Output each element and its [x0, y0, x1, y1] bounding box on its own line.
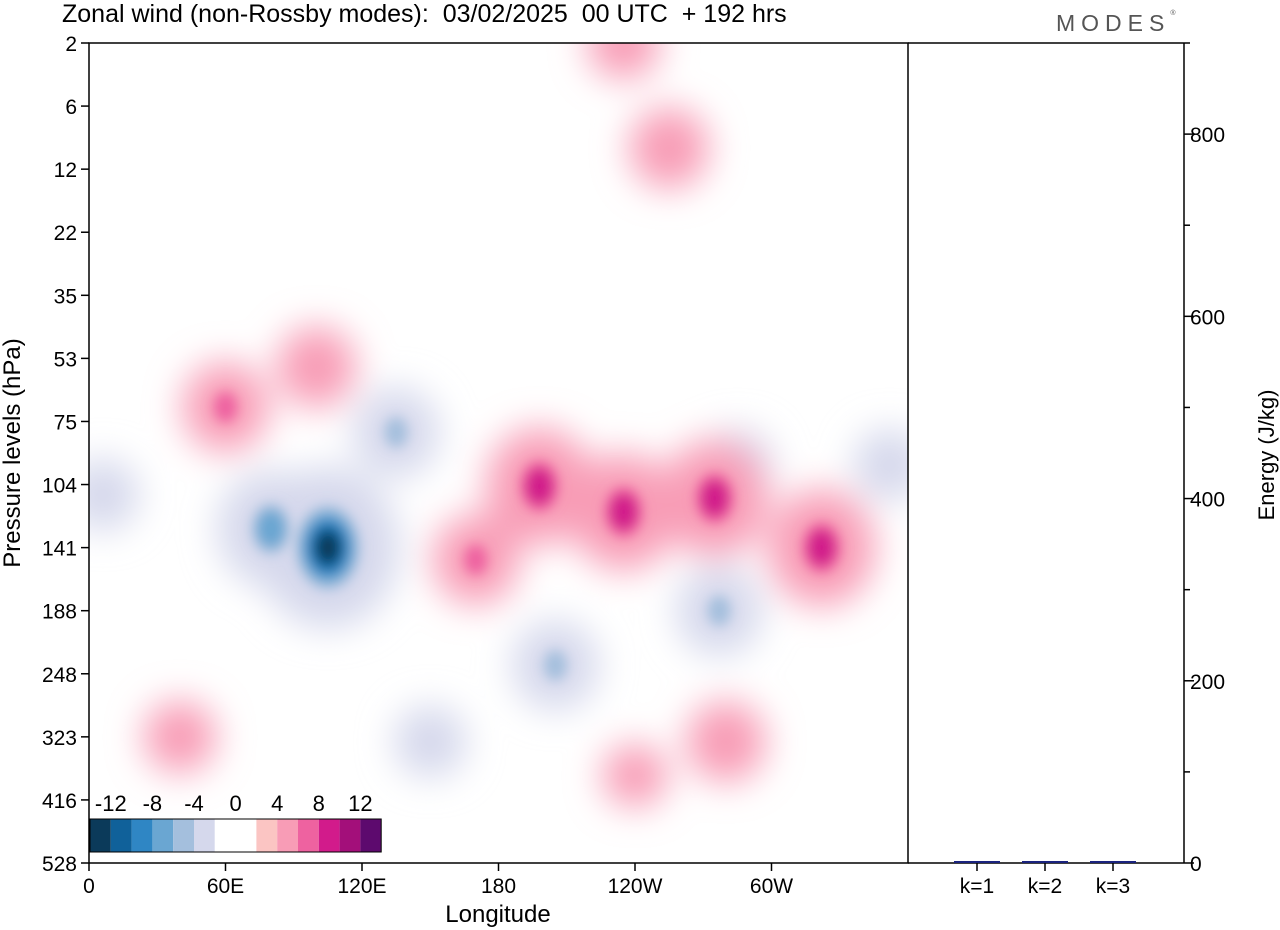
colorbar-swatch	[194, 819, 215, 852]
colorbar-frame	[89, 818, 382, 853]
colorbar-label: -12	[95, 791, 127, 816]
colorbar-swatch	[235, 819, 257, 852]
y-tick-label: 528	[42, 853, 77, 876]
energy-bar	[954, 861, 1000, 863]
energy-tick-label: 0	[1190, 853, 1202, 876]
contour-blob-outer	[853, 428, 908, 501]
y-axis-label: Pressure levels (hPa)	[0, 338, 26, 567]
colorbar-swatch	[152, 819, 174, 852]
bar-category-label: k=1	[960, 875, 994, 898]
energy-bar	[1090, 861, 1136, 863]
colorbar-swatch	[110, 819, 132, 852]
x-tick-label: 60E	[207, 875, 244, 898]
colorbar-swatch	[360, 819, 382, 852]
colorbar-swatch	[318, 819, 340, 852]
y-tick-label: 141	[42, 538, 77, 561]
colorbar-label: -4	[184, 791, 204, 816]
colorbar-swatch	[298, 819, 319, 852]
contour-blob-outer	[277, 326, 356, 408]
contour-blob-outer	[602, 744, 668, 808]
contour-blob	[214, 392, 237, 422]
contour-blob-outer	[394, 705, 467, 778]
y-tick-label: 323	[42, 727, 77, 750]
contour-blob	[609, 493, 638, 531]
bar-category-label: k=3	[1096, 875, 1130, 898]
colorbar-label: 0	[229, 791, 241, 816]
longitude-axis: 0 60E 120E 180 120W 60W	[83, 863, 793, 898]
x-tick-label: 60W	[750, 875, 793, 898]
colorbar-swatch	[277, 819, 298, 852]
colorbar-swatch	[214, 819, 236, 852]
contour-blob	[700, 479, 729, 517]
x-axis-label: Longitude	[445, 901, 550, 928]
x-tick-label: 180	[481, 875, 516, 898]
y-tick-label: 22	[54, 222, 77, 245]
energy-tick-label: 600	[1190, 306, 1225, 329]
colorbar-swatch	[173, 819, 194, 852]
contour-blob	[807, 529, 836, 566]
colorbar-swatch	[90, 819, 111, 852]
wind-contour-field	[89, 43, 908, 808]
y-tick-label: 416	[42, 790, 77, 813]
contour-blob-outer	[587, 43, 660, 79]
bar-category-label: k=2	[1028, 875, 1062, 898]
energy-axis: 0 200 400 600 800	[1184, 42, 1225, 876]
x-tick-label: 120W	[608, 875, 663, 898]
y-tick-label: 188	[42, 601, 77, 624]
y-tick-label: 2	[65, 33, 77, 56]
contour-blob-outer	[629, 107, 709, 189]
colorbar-swatch	[131, 819, 153, 852]
contour-blob	[464, 544, 487, 575]
contour-blob	[384, 417, 408, 448]
y-tick-label: 12	[54, 159, 77, 182]
colorbar-label: -8	[143, 791, 163, 816]
colorbar-label: 4	[271, 791, 283, 816]
y-tick-label: 75	[54, 411, 77, 434]
contour-blob	[316, 532, 340, 563]
colorbar: -12 -8 -4 0 4 8 12	[89, 791, 382, 853]
colorbar-swatch	[256, 819, 278, 852]
contour-blob-outer	[686, 701, 766, 783]
brand-text: MODES	[1056, 10, 1171, 36]
colorbar-label: 8	[313, 791, 325, 816]
colorbar-label: 12	[348, 791, 372, 816]
pressure-axis: 2 6 12 22 35 53 75 104 141 188 248 323 416 528	[42, 33, 89, 876]
chart-title: Zonal wind (non-Rossby modes): 03/02/202…	[62, 0, 787, 28]
modes-logo: MODES®	[1056, 10, 1176, 37]
x-tick-label: 120E	[337, 875, 386, 898]
energy-tick-label: 800	[1190, 124, 1225, 147]
energy-bar	[1022, 861, 1068, 863]
contour-blob	[544, 650, 567, 681]
energy-bar-chart: k=1 k=2 k=3	[954, 861, 1136, 898]
y-tick-label: 53	[54, 348, 77, 371]
contour-blob-outer	[144, 700, 216, 773]
contour-blob	[525, 468, 554, 505]
y-tick-label: 35	[54, 285, 77, 308]
energy-tick-label: 400	[1190, 489, 1225, 512]
registered-mark: ®	[1170, 10, 1176, 17]
contour-blob	[707, 595, 731, 626]
colorbar-swatch	[339, 819, 361, 852]
energy-tick-label: 200	[1190, 671, 1225, 694]
y-tick-label: 6	[65, 96, 77, 119]
y-tick-label: 104	[42, 475, 77, 498]
energy-axis-label: Energy (J/kg)	[1254, 390, 1279, 521]
x-tick-label: 0	[83, 875, 95, 898]
y-tick-label: 248	[42, 664, 77, 687]
contour-blob-outer	[89, 458, 139, 531]
contour-blob	[257, 510, 285, 548]
